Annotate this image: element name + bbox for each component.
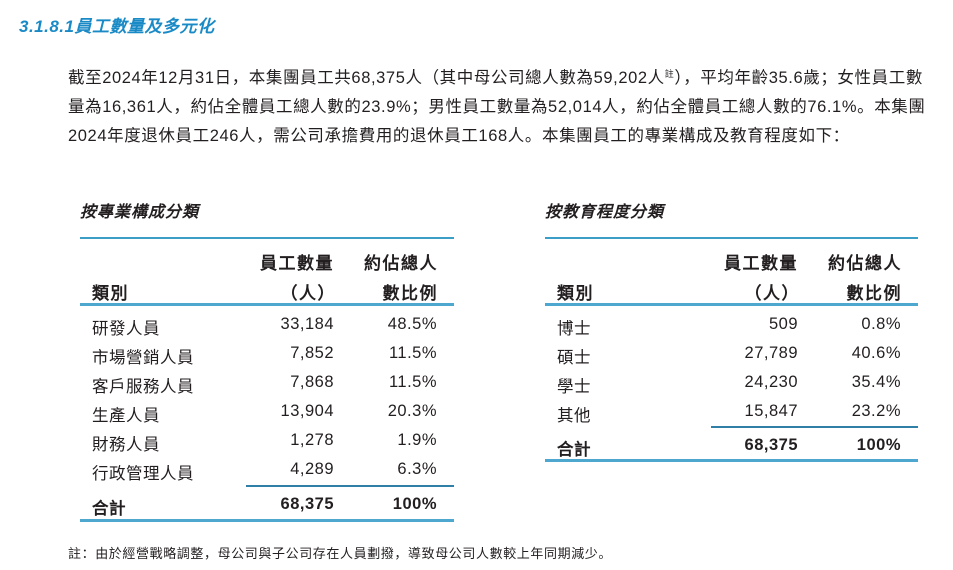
row-pct: 48.5% — [387, 315, 437, 333]
total-count: 68,375 — [280, 495, 334, 513]
row-pct: 23.2% — [851, 402, 901, 420]
row-count: 4,289 — [290, 460, 334, 478]
row-category: 行政管理人員 — [92, 465, 194, 483]
header-pct-line2: 數比例 — [846, 284, 902, 303]
row-pct: 6.3% — [397, 460, 437, 478]
row-count: 15,847 — [744, 402, 798, 420]
row-category: 學士 — [557, 378, 591, 396]
row-pct: 35.4% — [851, 373, 901, 391]
table-top-rule — [545, 237, 918, 239]
row-count: 27,789 — [744, 344, 798, 362]
header-count-line2: （人） — [280, 284, 336, 303]
row-pct: 20.3% — [387, 402, 437, 420]
section-heading: 3.1.8.1員工數量及多元化 — [19, 12, 215, 37]
row-category: 財務人員 — [92, 436, 160, 454]
header-category: 類別 — [92, 284, 129, 303]
row-pct: 1.9% — [397, 431, 437, 449]
section-number: 3.1.8.1 — [19, 17, 75, 36]
footnote: 註：由於經營戰略調整，母公司與子公司存在人員劃撥，導致母公司人數較上年同期減少。 — [68, 546, 613, 561]
intro-paragraph: 截至2024年12月31日，本集團員工共68,375人（其中母公司總人數為59,… — [68, 60, 928, 151]
table-header-rule — [545, 303, 918, 306]
table-subtotal-rule — [246, 485, 454, 487]
row-count: 7,868 — [290, 373, 334, 391]
table-top-rule — [80, 237, 454, 239]
header-count-line1: 員工數量 — [260, 254, 334, 273]
row-pct: 0.8% — [861, 315, 901, 333]
table-subtotal-rule — [711, 426, 918, 428]
footnote-marker: 註 — [664, 69, 675, 79]
row-category: 碩士 — [557, 349, 591, 367]
row-category: 市場營銷人員 — [92, 349, 194, 367]
section-title: 員工數量及多元化 — [74, 17, 215, 36]
total-label: 合計 — [92, 500, 126, 518]
row-category: 研發人員 — [92, 320, 160, 338]
education-table: 員工數量 約佔總人 類別 （人） 數比例 博士 509 0.8% 碩士 27,7… — [545, 237, 918, 467]
total-count: 68,375 — [744, 436, 798, 454]
row-category: 生產人員 — [92, 407, 160, 425]
row-count: 7,852 — [290, 344, 334, 362]
row-count: 24,230 — [744, 373, 798, 391]
profession-table-title: 按專業構成分類 — [80, 204, 200, 221]
header-count-line2: （人） — [744, 284, 800, 303]
total-label: 合計 — [557, 441, 591, 459]
row-category: 博士 — [557, 320, 591, 338]
row-category: 客戶服務人員 — [92, 378, 194, 396]
table-bottom-rule — [80, 519, 454, 522]
row-category: 其他 — [557, 407, 591, 425]
row-pct: 40.6% — [851, 344, 901, 362]
profession-table: 員工數量 約佔總人 類別 （人） 數比例 研發人員 33,184 48.5% 市… — [80, 237, 454, 527]
header-count-line1: 員工數量 — [724, 254, 798, 273]
row-count: 33,184 — [280, 315, 334, 333]
total-pct: 100% — [856, 436, 901, 454]
table-header-rule — [80, 303, 454, 306]
header-pct-line1: 約佔總人 — [364, 254, 438, 273]
header-category: 類別 — [557, 284, 594, 303]
total-pct: 100% — [392, 495, 437, 513]
header-pct-line2: 數比例 — [382, 284, 438, 303]
intro-text-part1: 截至2024年12月31日，本集團員工共68,375人（其中母公司總人數為59,… — [68, 69, 665, 87]
row-count: 509 — [768, 315, 798, 333]
row-pct: 11.5% — [388, 373, 437, 391]
row-count: 13,904 — [280, 402, 334, 420]
intro-text-part2: ），平均年齡35.6歲；女性員工數量為16,361人，約佔全體員工總人數的23.… — [68, 69, 926, 145]
table-bottom-rule — [545, 459, 918, 462]
row-pct: 11.5% — [388, 344, 437, 362]
row-count: 1,278 — [290, 431, 334, 449]
education-table-title: 按教育程度分類 — [545, 204, 665, 221]
header-pct-line1: 約佔總人 — [828, 254, 902, 273]
